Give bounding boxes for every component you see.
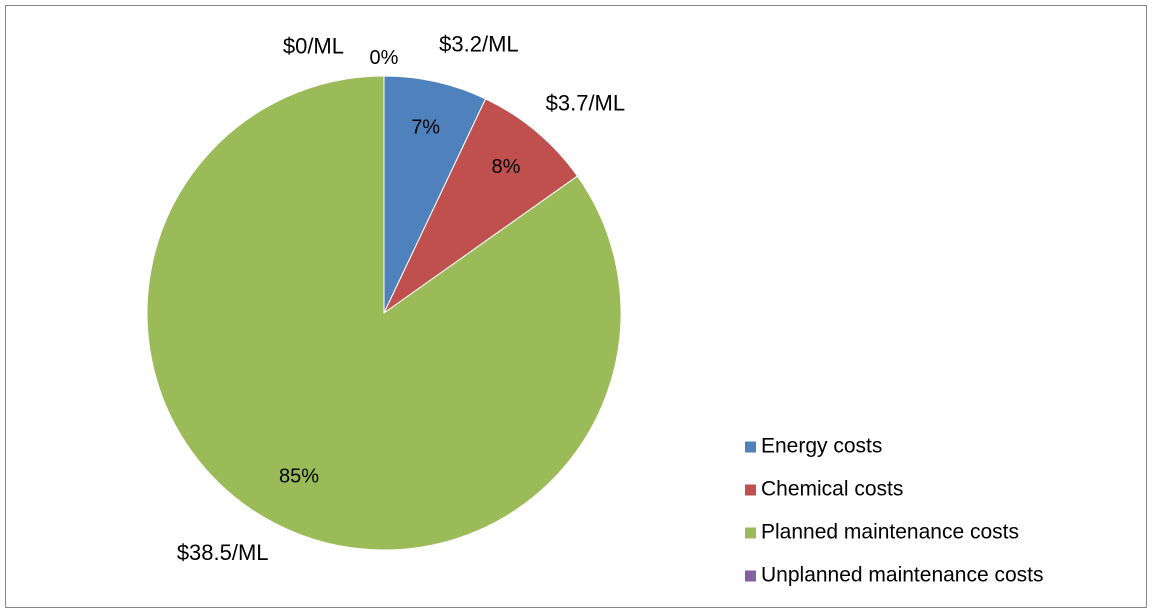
legend-swatch-planned-maintenance-costs — [745, 527, 756, 539]
percent-label-chemical-costs: 8% — [492, 156, 521, 178]
chart-frame: 7% $3.2/ML 8% $3.7/ML 85% $38.5/ML 0% $0/ML Ene… — [5, 5, 1147, 608]
legend: Energy costs Chemical costs Planned mainte… — [745, 435, 1044, 587]
percent-label-planned-maintenance-costs: 85% — [279, 465, 319, 487]
pie-slices — [146, 75, 622, 551]
legend-swatch-energy-costs — [745, 441, 756, 453]
percent-label-energy-costs: 7% — [411, 116, 440, 138]
legend-label-unplanned-maintenance-costs: Unplanned maintenance costs — [761, 564, 1044, 587]
legend-label-chemical-costs: Chemical costs — [761, 478, 903, 501]
pie-slice-energy-costs — [383, 75, 487, 314]
legend-swatch-chemical-costs — [745, 484, 756, 496]
legend-label-energy-costs: Energy costs — [761, 435, 882, 458]
percent-label-unplanned-maintenance-costs: 0% — [370, 47, 399, 69]
value-label-unplanned-maintenance-costs: $0/ML — [283, 34, 344, 59]
value-label-energy-costs: $3.2/ML — [439, 32, 519, 57]
legend-swatch-unplanned-maintenance-costs — [745, 570, 756, 582]
pie-slice-planned-maintenance-costs — [146, 75, 622, 551]
pie-slice-chemical-costs — [382, 98, 579, 315]
pie-chart: 7% $3.2/ML 8% $3.7/ML 85% $38.5/ML 0% $0/ML Ene… — [146, 32, 1044, 587]
value-label-chemical-costs: $3.7/ML — [546, 90, 626, 115]
value-label-planned-maintenance-costs: $38.5/ML — [177, 540, 269, 565]
pie-labels: 7% $3.2/ML 8% $3.7/ML 85% $38.5/ML 0% $0/ML — [177, 32, 625, 565]
legend-label-planned-maintenance-costs: Planned maintenance costs — [761, 521, 1019, 544]
